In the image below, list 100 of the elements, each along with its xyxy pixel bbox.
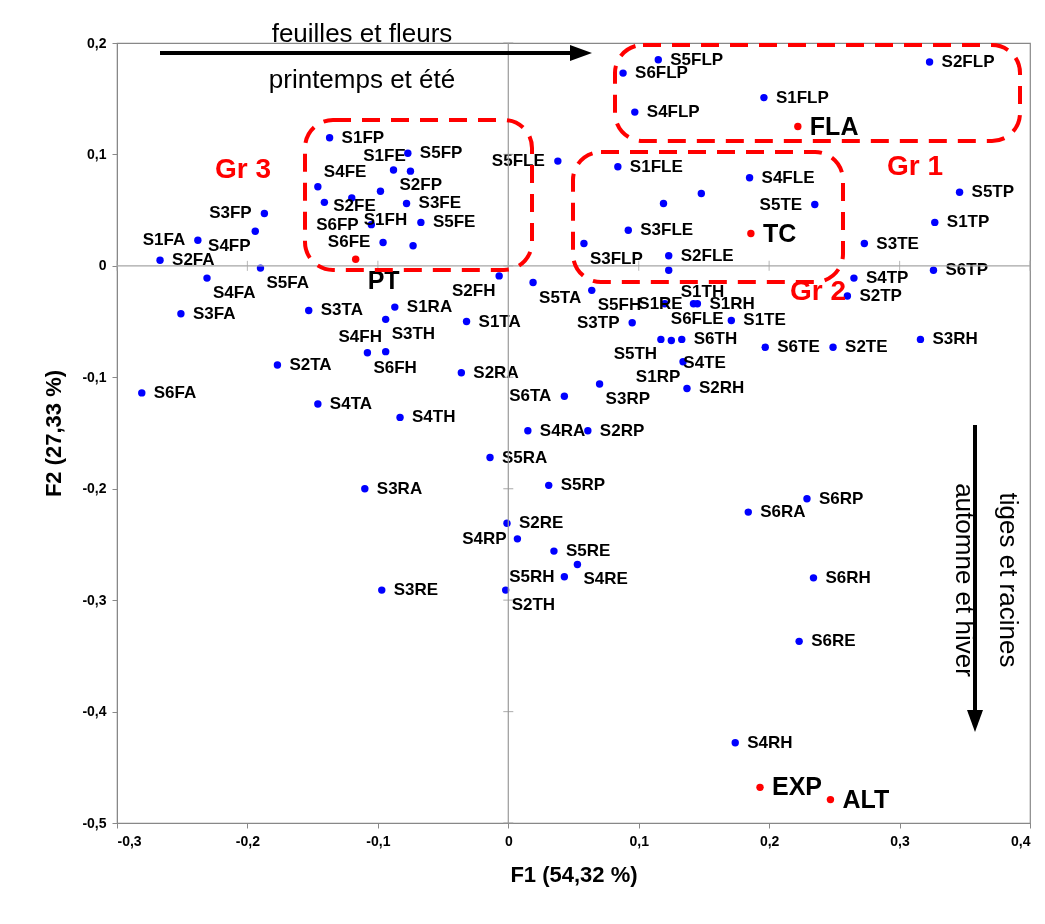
data-label: S3FP: [209, 203, 252, 223]
x-tick-label: 0,4: [1011, 832, 1031, 849]
x-tick-label: -0,1: [366, 832, 391, 849]
data-label: S5RH: [509, 566, 555, 586]
x-tick-label: 0,3: [890, 832, 911, 849]
data-label: TC: [762, 218, 797, 247]
data-label: S1RA: [406, 297, 453, 317]
data-label: S1TE: [743, 310, 786, 330]
data-label: S2FP: [399, 175, 443, 195]
data-label: S5TH: [613, 344, 658, 364]
data-label: S1FLE: [629, 156, 683, 176]
x-tick-label: 0: [504, 832, 513, 849]
data-label: S4FLP: [646, 102, 700, 122]
data-label: S2RE: [518, 513, 564, 533]
data-label: S2TA: [289, 355, 332, 375]
data-label: S1FP: [341, 127, 385, 147]
x-tick-label: 0,1: [629, 832, 650, 849]
data-label: S3FLP: [589, 248, 643, 268]
data-label: S5RE: [565, 541, 611, 561]
annotation: tiges et racines: [994, 492, 1024, 668]
data-label: S6RP: [818, 488, 864, 508]
data-label: S5TE: [759, 194, 803, 214]
data-label: S4TP: [865, 268, 909, 288]
data-label: S3RA: [376, 478, 423, 498]
data-label: S4RA: [539, 420, 586, 440]
data-label: FLA: [809, 111, 859, 140]
data-label: S2FLE: [680, 245, 734, 265]
y-tick-label: -0,5: [82, 814, 107, 831]
data-label: S1FLP: [775, 87, 829, 107]
data-label: S6FE: [327, 232, 371, 252]
data-label: S6FH: [373, 357, 417, 377]
data-label: S3TA: [320, 300, 363, 320]
data-label: S5RA: [502, 447, 548, 467]
data-label: S4TH: [412, 407, 456, 427]
y-tick-label: -0,3: [82, 591, 107, 608]
y-tick-label: -0,1: [82, 368, 107, 385]
data-label: S5RP: [560, 475, 606, 495]
data-label: S1FA: [142, 230, 186, 250]
data-label: S6FLE: [670, 308, 724, 328]
data-label: EXP: [772, 772, 823, 801]
data-label: S2RA: [473, 362, 519, 382]
data-label: S3FE: [418, 193, 462, 213]
data-label: S6TP: [945, 260, 989, 280]
data-label: S6FA: [153, 382, 197, 402]
data-label: S3FA: [192, 303, 236, 323]
data-label: S4FLE: [761, 167, 815, 187]
data-label: S3TP: [576, 312, 620, 332]
annotation: Gr 3: [214, 153, 272, 184]
data-label: S6RA: [760, 502, 806, 522]
data-label: S2TH: [511, 595, 556, 615]
annotation: automne et hiver: [950, 483, 980, 678]
data-label: S3RP: [605, 388, 651, 408]
data-label: S3TE: [876, 233, 919, 253]
data-label: S6TH: [693, 329, 738, 349]
data-label: S3RE: [393, 580, 439, 600]
data-label: S5TP: [971, 182, 1015, 202]
annotation: feuilles et fleurs: [271, 18, 453, 48]
data-label: S1TA: [478, 311, 521, 331]
y-axis-title: F2 (27,33 %): [41, 369, 67, 498]
data-label: S4TE: [683, 352, 726, 372]
data-label: S2RH: [698, 378, 745, 398]
data-label: S4TA: [329, 394, 373, 414]
data-label: S2TE: [845, 337, 888, 357]
data-label: S4RH: [747, 732, 793, 752]
annotation: printemps et été: [268, 64, 456, 94]
data-label: S6TE: [777, 337, 820, 357]
data-label: S2TP: [859, 285, 902, 305]
y-tick-label: 0,2: [87, 34, 107, 51]
data-label: S5FE: [432, 212, 476, 232]
data-label: S5FP: [419, 143, 463, 163]
data-label: S4FH: [338, 326, 382, 346]
data-label: S4RE: [583, 569, 628, 589]
data-label: S1RP: [635, 366, 681, 386]
data-label: S5TA: [539, 287, 582, 307]
data-label: S6FP: [316, 214, 359, 234]
data-label: S6TA: [509, 386, 552, 406]
data-label: S5FA: [266, 273, 309, 293]
data-label: S3TH: [391, 324, 436, 344]
x-tick-label: -0,3: [117, 832, 142, 849]
data-label: S4RP: [462, 528, 507, 548]
y-tick-label: 0,1: [87, 145, 107, 162]
y-tick-label: -0,4: [82, 703, 107, 720]
data-label: S6RE: [811, 631, 856, 651]
x-tick-label: -0,2: [235, 832, 261, 849]
y-tick-label: -0,2: [82, 480, 107, 497]
data-label: S1TP: [946, 212, 990, 232]
data-label: S3FLE: [640, 220, 694, 240]
x-axis-title: F1 (54,32 %): [510, 861, 638, 887]
y-tick-label: 0: [98, 257, 107, 274]
data-label: ALT: [842, 784, 890, 813]
data-label: S3RH: [932, 329, 978, 349]
data-label: PT: [367, 266, 400, 295]
x-tick-label: 0,2: [759, 832, 780, 849]
data-label: S2FLP: [941, 51, 995, 71]
data-label: S2RP: [599, 420, 645, 440]
annotation: Gr 1: [886, 150, 944, 181]
data-label: S5FLE: [491, 151, 545, 171]
data-label: S6RH: [825, 567, 871, 587]
data-label: S2FH: [451, 280, 496, 300]
data-label: S4FA: [213, 283, 256, 303]
